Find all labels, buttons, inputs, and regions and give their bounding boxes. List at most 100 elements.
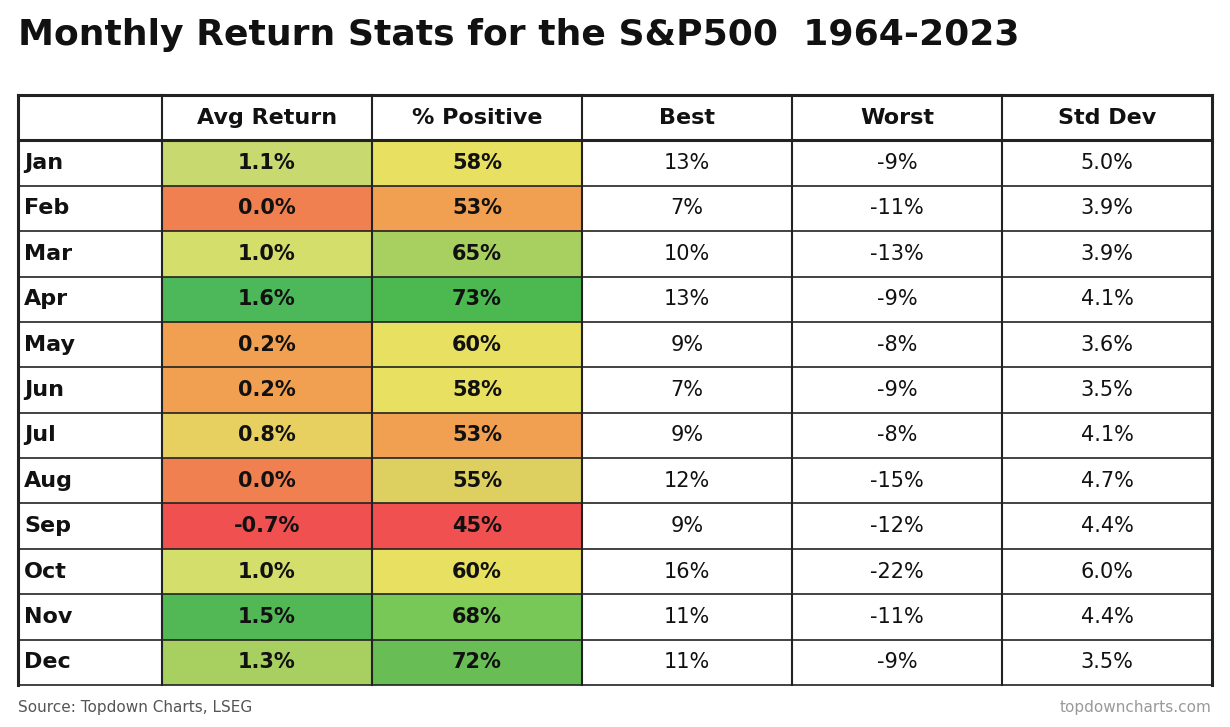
Text: 4.1%: 4.1% [1081, 425, 1133, 446]
Bar [162, 367, 371, 413]
Text: -9%: -9% [877, 289, 918, 309]
Text: Sep: Sep [25, 516, 71, 536]
Text: 3.9%: 3.9% [1080, 244, 1134, 264]
Bar [371, 640, 582, 685]
Text: -13%: -13% [870, 244, 924, 264]
Text: 3.6%: 3.6% [1080, 334, 1134, 355]
Bar [371, 186, 582, 231]
Text: -9%: -9% [877, 652, 918, 672]
Bar [371, 322, 582, 367]
Text: 0.8%: 0.8% [239, 425, 296, 446]
Text: Worst: Worst [860, 108, 934, 128]
Text: 11%: 11% [664, 607, 710, 627]
Text: 65%: 65% [451, 244, 502, 264]
Text: 1.1%: 1.1% [239, 153, 296, 173]
Text: 53%: 53% [451, 425, 502, 446]
Bar [18, 458, 1212, 504]
Text: -11%: -11% [870, 607, 924, 627]
Text: 4.4%: 4.4% [1081, 607, 1133, 627]
Text: 3.5%: 3.5% [1081, 380, 1133, 400]
Text: Source: Topdown Charts, LSEG: Source: Topdown Charts, LSEG [18, 700, 252, 715]
Text: 0.0%: 0.0% [239, 471, 296, 491]
Text: Jan: Jan [25, 153, 63, 173]
Bar [371, 276, 582, 322]
Text: topdowncharts.com: topdowncharts.com [1060, 700, 1212, 715]
Bar [162, 640, 371, 685]
Bar [18, 413, 1212, 458]
Bar [18, 95, 1212, 685]
Text: 0.0%: 0.0% [239, 198, 296, 218]
Bar [18, 276, 1212, 322]
Text: 3.5%: 3.5% [1081, 652, 1133, 672]
Text: 0.2%: 0.2% [239, 334, 296, 355]
Text: 60%: 60% [453, 334, 502, 355]
Text: Avg Return: Avg Return [197, 108, 337, 128]
Text: Dec: Dec [25, 652, 71, 672]
Bar [162, 549, 371, 594]
Bar [162, 504, 371, 549]
Bar [18, 231, 1212, 276]
Bar [18, 504, 1212, 549]
Text: -9%: -9% [877, 153, 918, 173]
Text: Monthly Return Stats for the S&P500  1964-2023: Monthly Return Stats for the S&P500 1964… [18, 18, 1020, 52]
Bar [371, 458, 582, 504]
Text: 5.0%: 5.0% [1081, 153, 1133, 173]
Text: 1.3%: 1.3% [239, 652, 296, 672]
Bar [371, 594, 582, 640]
Bar [18, 322, 1212, 367]
Bar [162, 322, 371, 367]
Text: 11%: 11% [664, 652, 710, 672]
Bar [162, 276, 371, 322]
Text: 1.0%: 1.0% [239, 561, 296, 582]
Text: 45%: 45% [451, 516, 502, 536]
Text: Oct: Oct [25, 561, 66, 582]
Text: Jun: Jun [25, 380, 64, 400]
Text: 9%: 9% [670, 425, 704, 446]
Text: 9%: 9% [670, 516, 704, 536]
Bar [371, 231, 582, 276]
Bar [371, 549, 582, 594]
Text: -9%: -9% [877, 380, 918, 400]
Text: -15%: -15% [870, 471, 924, 491]
Text: 13%: 13% [664, 289, 710, 309]
Text: 3.9%: 3.9% [1080, 198, 1134, 218]
Text: Nov: Nov [25, 607, 73, 627]
Text: 1.6%: 1.6% [239, 289, 296, 309]
Text: -8%: -8% [877, 334, 918, 355]
Text: Mar: Mar [25, 244, 73, 264]
Text: Std Dev: Std Dev [1058, 108, 1156, 128]
Text: -22%: -22% [870, 561, 924, 582]
Text: 16%: 16% [664, 561, 710, 582]
Bar [371, 413, 582, 458]
Text: Best: Best [659, 108, 715, 128]
Text: 7%: 7% [670, 380, 704, 400]
Text: 13%: 13% [664, 153, 710, 173]
Bar [18, 549, 1212, 594]
Text: 72%: 72% [453, 652, 502, 672]
Bar [162, 458, 371, 504]
Text: May: May [25, 334, 75, 355]
Text: Aug: Aug [25, 471, 73, 491]
Text: 4.4%: 4.4% [1081, 516, 1133, 536]
Text: 4.1%: 4.1% [1081, 289, 1133, 309]
Bar [18, 186, 1212, 231]
Bar [162, 594, 371, 640]
Text: 4.7%: 4.7% [1081, 471, 1133, 491]
Text: 1.0%: 1.0% [239, 244, 296, 264]
Text: 10%: 10% [664, 244, 710, 264]
Bar [162, 140, 371, 186]
Text: 0.2%: 0.2% [239, 380, 296, 400]
Text: Apr: Apr [25, 289, 68, 309]
Text: -8%: -8% [877, 425, 918, 446]
Text: -12%: -12% [870, 516, 924, 536]
Bar [162, 231, 371, 276]
Text: 7%: 7% [670, 198, 704, 218]
Text: 1.5%: 1.5% [239, 607, 296, 627]
Text: 55%: 55% [451, 471, 502, 491]
Text: 53%: 53% [451, 198, 502, 218]
Bar [18, 140, 1212, 186]
Bar [371, 367, 582, 413]
Text: 9%: 9% [670, 334, 704, 355]
Bar [371, 140, 582, 186]
Text: 58%: 58% [451, 153, 502, 173]
